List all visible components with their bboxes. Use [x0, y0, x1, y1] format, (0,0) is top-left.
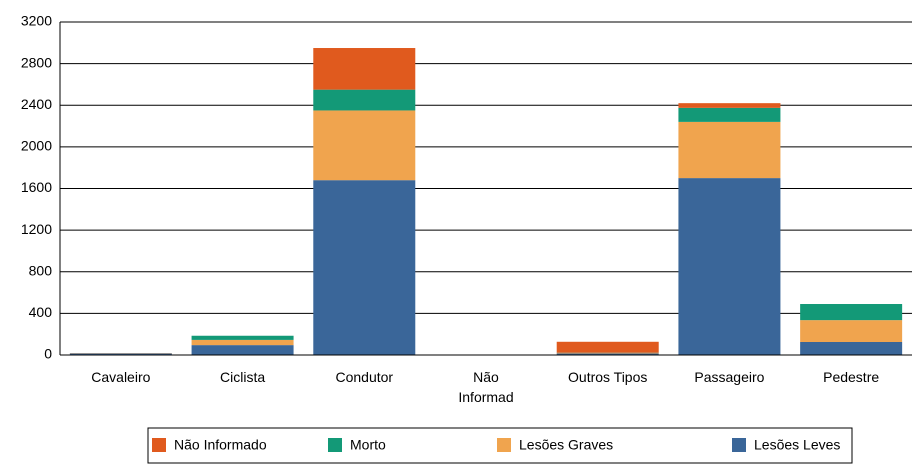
y-tick-label: 3200: [21, 13, 52, 29]
bar-segment: [678, 121, 781, 179]
x-tick-label: Ciclista: [220, 369, 266, 385]
bar-segment: [800, 341, 903, 355]
legend-label: Não Informado: [174, 437, 267, 453]
bar-segment: [678, 103, 781, 108]
y-tick-label: 2000: [21, 138, 52, 154]
legend-label: Lesões Graves: [519, 437, 613, 453]
legend-swatch: [497, 438, 511, 452]
legend-label: Lesões Leves: [754, 437, 840, 453]
legend-box: [147, 427, 853, 464]
bar-segment: [556, 341, 659, 353]
bar-segment: [313, 89, 416, 111]
legend-swatch: [732, 438, 746, 452]
bar-segment: [800, 320, 903, 342]
bar-segment: [191, 335, 294, 340]
x-tick-label: Pedestre: [823, 369, 880, 385]
x-tick-label: Passageiro: [694, 369, 765, 385]
y-tick-label: 400: [29, 304, 53, 320]
bar-segment: [191, 339, 294, 346]
legend-label: Morto: [350, 437, 386, 453]
x-tick-label: Cavaleiro: [91, 369, 151, 385]
bar-segment: [556, 353, 659, 355]
y-tick-label: 1200: [21, 221, 52, 237]
x-tick-label: Não Informad: [458, 369, 514, 405]
y-tick-label: 2400: [21, 96, 52, 112]
legend-swatch: [152, 438, 166, 452]
bar-segment: [678, 178, 781, 355]
y-tick-label: 800: [29, 262, 53, 278]
bar-segment: [69, 353, 172, 355]
y-tick-label: 2800: [21, 54, 52, 70]
bar-segment: [313, 180, 416, 355]
bar-segment: [313, 110, 416, 181]
bar-segment: [191, 345, 294, 355]
legend-swatch: [328, 438, 342, 452]
bar-segment: [556, 352, 659, 354]
x-tick-label: Condutor: [335, 369, 394, 385]
x-tick-label: Outros Tipos: [568, 369, 648, 385]
bar-segment: [313, 48, 416, 90]
y-tick-label: 1600: [21, 179, 52, 195]
y-tick-label: 0: [44, 346, 52, 362]
bar-segment: [678, 107, 781, 122]
bar-segment: [800, 304, 903, 321]
